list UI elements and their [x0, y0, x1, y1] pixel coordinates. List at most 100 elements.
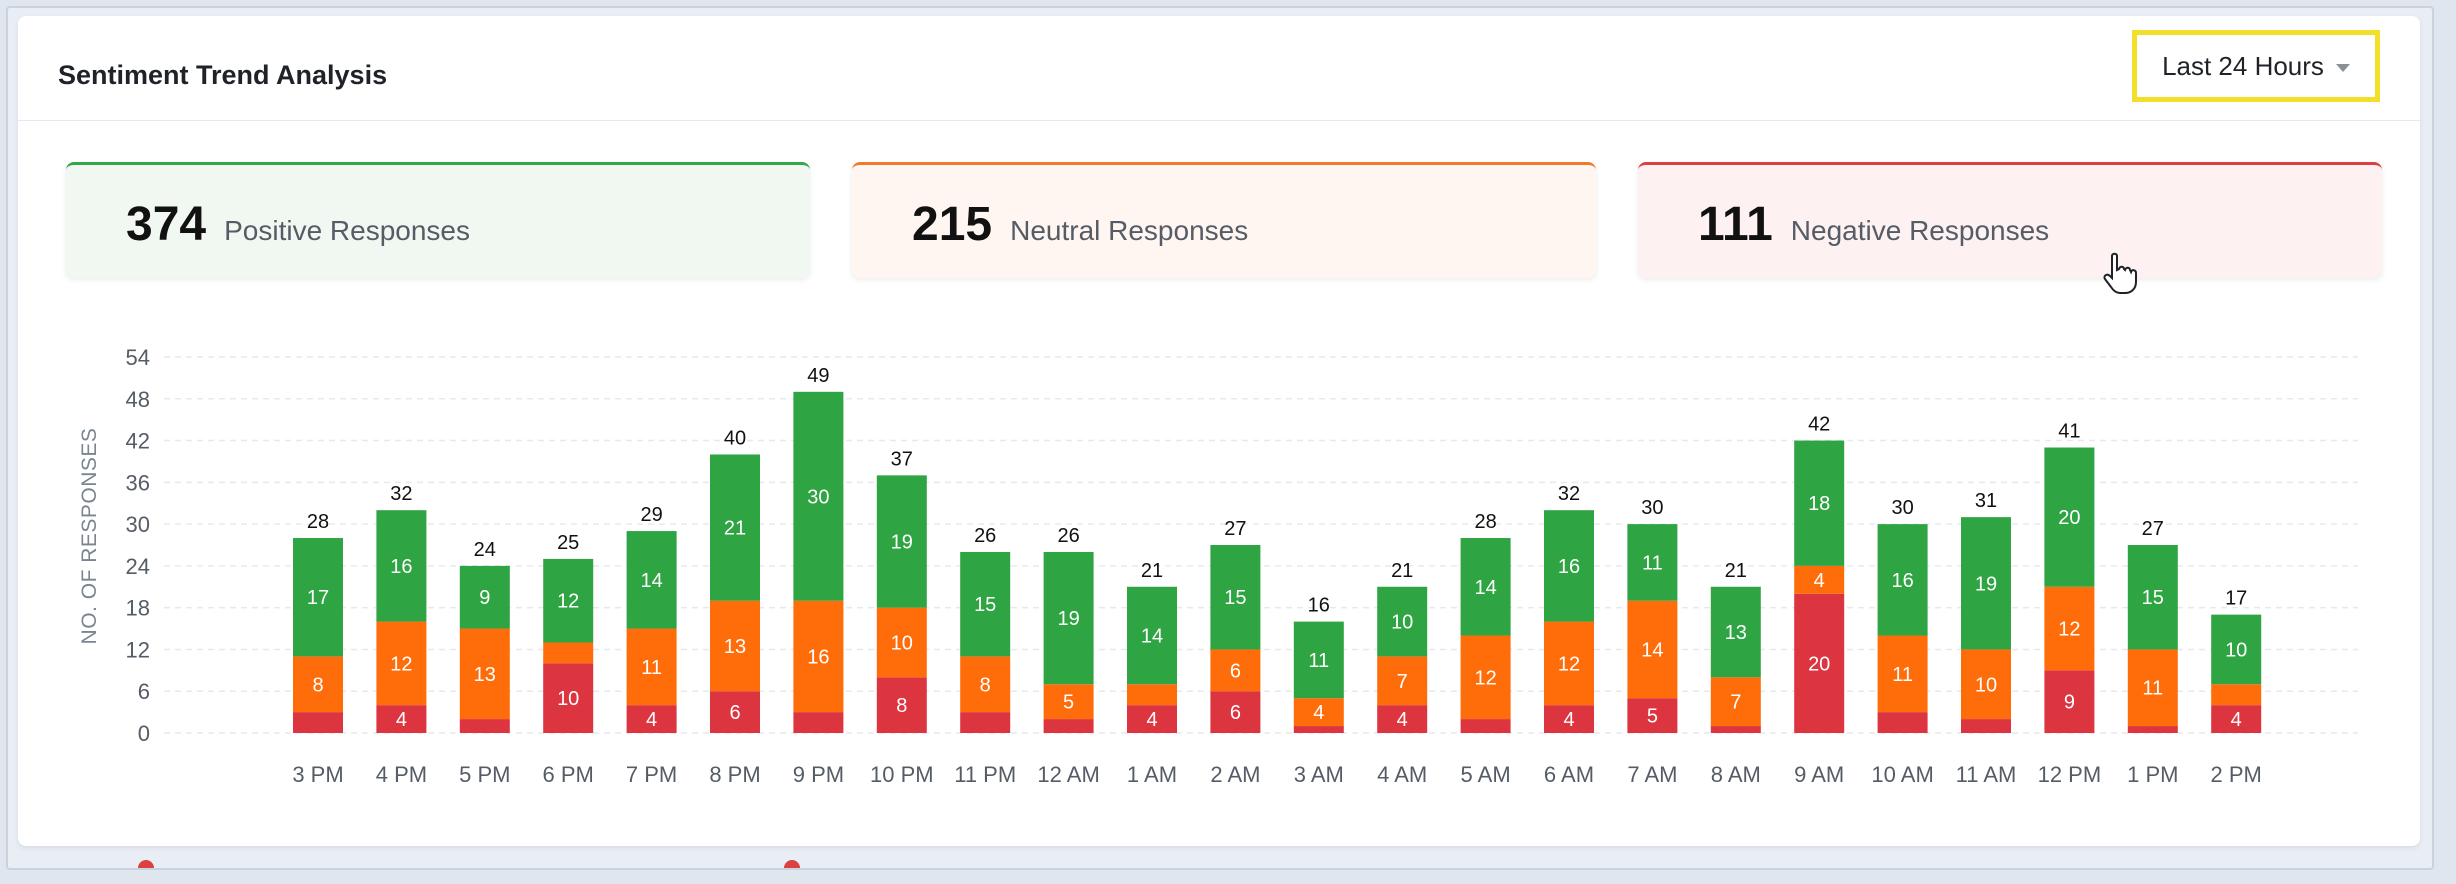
x-tick-label: 12 PM: [2038, 762, 2102, 787]
segment-label-positive: 19: [1057, 608, 1079, 630]
x-tick-label: 1 AM: [1127, 762, 1177, 787]
bar-total-label: 16: [1308, 595, 1330, 617]
bar-segment-negative: [793, 712, 844, 733]
segment-label-positive: 14: [640, 570, 662, 592]
bar-segment-neutral: [1877, 635, 1928, 713]
segment-label-positive: 20: [2058, 507, 2080, 529]
segment-label-negative: 8: [896, 695, 907, 717]
segment-label-neutral: 8: [312, 674, 323, 696]
bar-segment-neutral: [1127, 684, 1177, 706]
x-tick-label: 10 PM: [870, 762, 934, 787]
segment-label-neutral: 12: [390, 653, 412, 675]
bar-total-label: 40: [724, 427, 746, 449]
time-range-dropdown[interactable]: Last 24 Hours: [2132, 30, 2380, 102]
segment-label-negative: 10: [557, 688, 579, 710]
segment-label-positive: 18: [1808, 493, 1830, 515]
segment-label-positive: 10: [1391, 612, 1413, 634]
y-tick-label: 48: [126, 387, 150, 412]
caret-down-icon: [2335, 64, 2350, 72]
segment-label-negative: 4: [1397, 709, 1408, 731]
neutral-count: 215: [912, 198, 993, 251]
y-tick-label: 42: [126, 429, 150, 454]
bar-segment-neutral: [1210, 649, 1261, 692]
bar-segment-neutral: [626, 628, 677, 706]
decorative-dot: [138, 860, 154, 868]
segment-label-negative: 6: [1230, 702, 1241, 724]
segment-label-positive: 16: [1558, 556, 1580, 578]
card-header: Sentiment Trend Analysis Last 24 Hours: [18, 16, 2420, 121]
bar-segment-positive: [1961, 517, 2011, 650]
bar-segment-neutral: [1710, 677, 1761, 727]
bar-segment-positive: [876, 475, 927, 608]
x-tick-label: 6 PM: [543, 762, 594, 787]
x-tick-label: 9 AM: [1794, 762, 1844, 787]
bar-segment-positive: [1877, 524, 1928, 636]
segment-label-neutral: 7: [1730, 692, 1741, 714]
bar-total-label: 30: [1641, 497, 1663, 519]
bar-total-label: 27: [1224, 518, 1246, 540]
time-range-label: Last 24 Hours: [2162, 50, 2324, 81]
x-tick-label: 11 AM: [1956, 762, 2017, 787]
x-tick-label: 2 PM: [2211, 762, 2262, 787]
segment-label-negative: 5: [1647, 706, 1658, 728]
x-tick-label: 7 AM: [1627, 762, 1677, 787]
bar-segment-neutral: [1043, 684, 1094, 720]
bar-segment-negative: [876, 677, 927, 733]
y-tick-label: 6: [138, 679, 150, 704]
segment-label-positive: 17: [307, 587, 329, 609]
bar-segment-neutral: [2211, 684, 2262, 706]
bar-segment-neutral: [459, 628, 510, 720]
bar-segment-negative: [1710, 726, 1761, 733]
bar-segment-neutral: [1460, 635, 1511, 720]
y-tick-label: 0: [138, 721, 150, 746]
bar-segment-neutral: [710, 600, 760, 692]
segment-label-neutral: 10: [1975, 674, 1997, 696]
bar-total-label: 37: [891, 448, 913, 470]
segment-label-positive: 15: [974, 594, 996, 616]
x-tick-label: 12 AM: [1037, 762, 1099, 787]
segment-label-neutral: 11: [641, 657, 662, 679]
x-tick-label: 10 AM: [1871, 762, 1933, 787]
bar-total-label: 28: [1474, 511, 1496, 533]
negative-responses-card[interactable]: 111 Negative Responses: [1638, 162, 2382, 278]
positive-count: 374: [126, 198, 207, 251]
bar-segment-negative: [543, 663, 594, 733]
bar-segment-neutral: [1377, 656, 1428, 706]
positive-responses-card[interactable]: 374 Positive Responses: [66, 162, 810, 278]
segment-label-positive: 19: [891, 532, 913, 554]
segment-label-negative: 9: [2064, 692, 2075, 714]
negative-count: 111: [1698, 198, 1773, 251]
bar-segment-positive: [960, 551, 1011, 657]
bar-total-label: 17: [2225, 588, 2247, 610]
app-frame: Sentiment Trend Analysis Last 24 Hours 3…: [6, 6, 2434, 870]
y-tick-label: 54: [126, 345, 150, 370]
segment-label-neutral: 16: [807, 646, 829, 668]
bar-segment-positive: [626, 531, 677, 629]
segment-label-neutral: 4: [1814, 570, 1825, 592]
bar-total-label: 26: [1057, 525, 1079, 547]
x-tick-label: 6 AM: [1544, 762, 1594, 787]
bar-segment-negative: [1794, 593, 1845, 733]
bar-segment-neutral: [2044, 586, 2095, 671]
bar-segment-negative: [710, 691, 760, 733]
segment-label-negative: 20: [1808, 653, 1830, 675]
neutral-responses-card[interactable]: 215 Neutral Responses: [852, 162, 1596, 278]
bar-segment-neutral: [1627, 600, 1678, 699]
x-tick-label: 3 AM: [1294, 762, 1344, 787]
bar-segment-positive: [1293, 621, 1344, 699]
bar-segment-negative: [2127, 726, 2178, 733]
x-tick-label: 4 PM: [376, 762, 427, 787]
bar-total-label: 21: [1725, 560, 1747, 582]
bar-segment-positive: [2127, 545, 2178, 650]
segment-label-negative: 4: [1146, 709, 1157, 731]
bar-segment-negative: [1043, 719, 1094, 733]
segment-label-neutral: 6: [1230, 660, 1241, 682]
bar-segment-neutral: [876, 607, 927, 678]
bar-segment-positive: [793, 391, 844, 601]
bar-segment-negative: [459, 719, 510, 733]
x-tick-label: 1 PM: [2127, 762, 2178, 787]
x-tick-label: 9 PM: [793, 762, 844, 787]
bar-segment-positive: [543, 558, 594, 643]
segment-label-negative: 4: [646, 709, 657, 731]
